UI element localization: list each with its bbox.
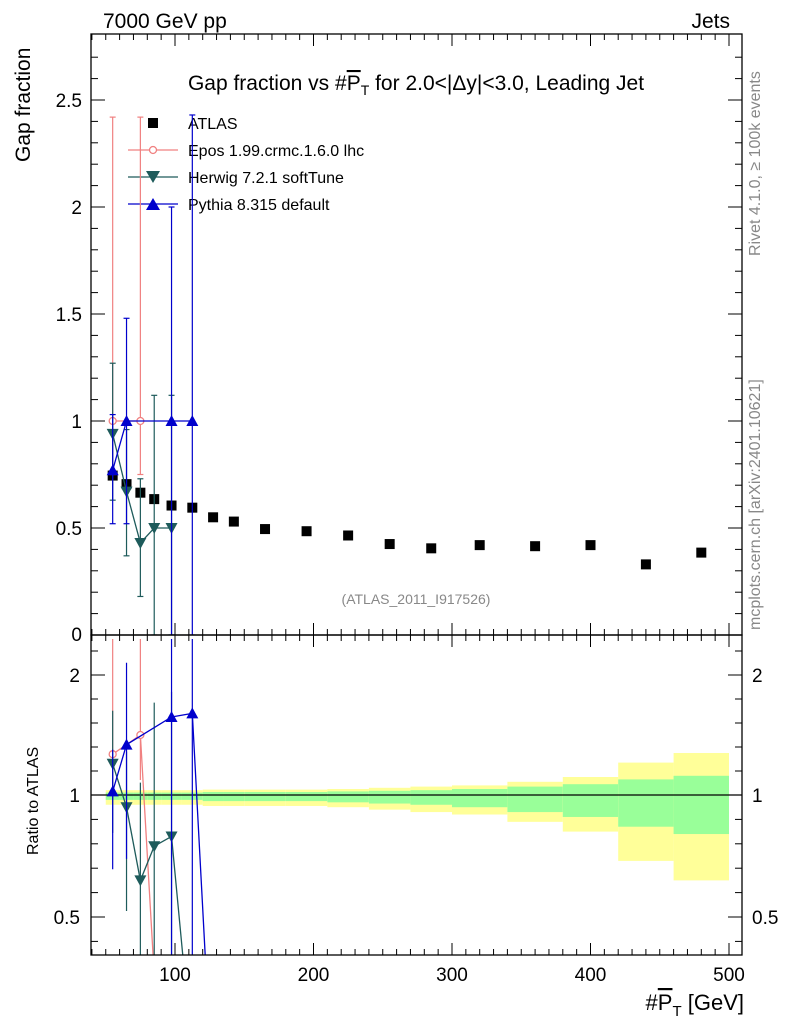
atlas-point	[260, 524, 271, 535]
band-inner	[285, 792, 328, 802]
herwig-point	[134, 537, 147, 549]
ratio-y-tick-label: 1	[69, 786, 80, 807]
pythia-ratio-point	[186, 707, 199, 719]
title-subscript-t: T	[361, 82, 370, 98]
atlas-point	[585, 540, 596, 551]
pythia-point	[165, 415, 178, 426]
xlabel-overline-p: P	[658, 990, 673, 1015]
pythia-point	[120, 415, 133, 426]
band-inner	[223, 792, 245, 802]
ratio-y-tick-label: 0.5	[54, 908, 80, 929]
atlas-point	[301, 526, 312, 537]
atlas-point	[228, 516, 239, 527]
x-tick-label: 300	[436, 965, 468, 986]
band-inner	[410, 790, 452, 805]
ratio-y-tick-label-right: 2	[752, 666, 763, 687]
axes: 100 200 300 400 500 0.5 1 1.5 2 2.5 0 0.5 0.5 1 1 2 2	[54, 33, 778, 986]
pythia-point	[186, 415, 199, 426]
rivet-version-label: Rivet 4.1.0, ≥ 100k events	[747, 71, 764, 256]
main-panel	[106, 114, 707, 635]
legend-label-pythia: Pythia 8.315 default	[188, 197, 330, 214]
atlas-point	[384, 539, 395, 550]
y-tick-label: 2.5	[56, 91, 82, 112]
legend-marker-atlas	[148, 118, 158, 128]
collision-label: 7000 GeV pp	[103, 10, 227, 33]
band-inner	[327, 791, 369, 803]
ratio-y-tick-label-right: 0.5	[752, 908, 778, 929]
atlas-point	[474, 540, 485, 551]
atlas-point	[208, 512, 219, 523]
ratio-y-tick-label: 2	[69, 666, 80, 687]
mcplots-label: mcplots.cern.ch [arXiv:2401.10621]	[747, 379, 764, 630]
atlas-point	[696, 547, 707, 558]
y-tick-label: 0	[71, 625, 82, 646]
x-tick-label: 200	[298, 965, 330, 986]
atlas-point	[426, 543, 437, 554]
category-label: Jets	[691, 10, 730, 33]
x-tick-label: 500	[713, 965, 745, 986]
ratio-panel	[91, 639, 742, 955]
band-inner	[244, 792, 286, 802]
legend-label-herwig: Herwig 7.2.1 softTune	[188, 170, 344, 187]
atlas-point	[530, 541, 541, 552]
x-axis-title: #PT [GeV]	[646, 990, 744, 1020]
legend-marker-epos	[148, 145, 158, 155]
pythia-line	[112, 420, 193, 471]
pythia-ratio-point	[106, 785, 119, 797]
title-overline-p: P	[347, 72, 361, 95]
series-pythia	[106, 114, 199, 635]
band-inner	[562, 784, 619, 817]
legend-marker-herwig	[146, 171, 160, 183]
band-inner	[202, 792, 224, 802]
y-axis-title: Gap fraction	[12, 48, 35, 162]
y-tick-label: 2	[71, 198, 82, 219]
herwig-ratio-line	[112, 763, 184, 955]
y-tick-label: 1	[71, 412, 82, 433]
legend-label-atlas: ATLAS	[188, 116, 238, 133]
herwig-point	[148, 523, 161, 534]
ratio-y-axis-title: Ratio to ATLAS	[25, 747, 42, 855]
xlabel-subscript-t: T	[672, 1003, 681, 1020]
atlas-point	[343, 530, 354, 541]
herwig-ratio-point	[134, 875, 147, 887]
band-inner	[507, 786, 563, 813]
x-tick-label: 100	[159, 965, 191, 986]
ratio-series-epos	[108, 639, 154, 955]
uncertainty-bands	[105, 753, 729, 881]
y-tick-label: 1.5	[56, 305, 82, 326]
chart-title: Gap fraction vs #PT for 2.0<|Δy|<3.0, Le…	[188, 72, 644, 98]
legend-marker-pythia	[146, 198, 160, 210]
series-herwig	[106, 362, 178, 635]
pythia-point	[106, 464, 119, 476]
reference-label: (ATLAS_2011_I917526)	[342, 591, 491, 607]
x-tick-label: 400	[575, 965, 607, 986]
band-inner	[452, 789, 508, 808]
data-markers	[107, 470, 707, 570]
y-tick-label: 0.5	[56, 519, 82, 540]
band-inner	[368, 790, 411, 804]
band-inner	[618, 779, 674, 827]
pythia-ratio-point	[165, 711, 178, 722]
legend-label-epos: Epos 1.99.crmc.1.6.0 lhc	[188, 143, 364, 160]
legend: ATLAS Epos 1.99.crmc.1.6.0 lhc Herwig 7.…	[128, 116, 364, 214]
epos-ratio-line	[112, 733, 154, 955]
ratio-series-pythia	[106, 639, 206, 955]
atlas-point	[640, 559, 651, 570]
pythia-ratio-point	[120, 738, 133, 750]
herwig-ratio-point	[148, 841, 161, 853]
band-inner	[673, 775, 729, 835]
ratio-y-tick-label-right: 1	[752, 786, 763, 807]
